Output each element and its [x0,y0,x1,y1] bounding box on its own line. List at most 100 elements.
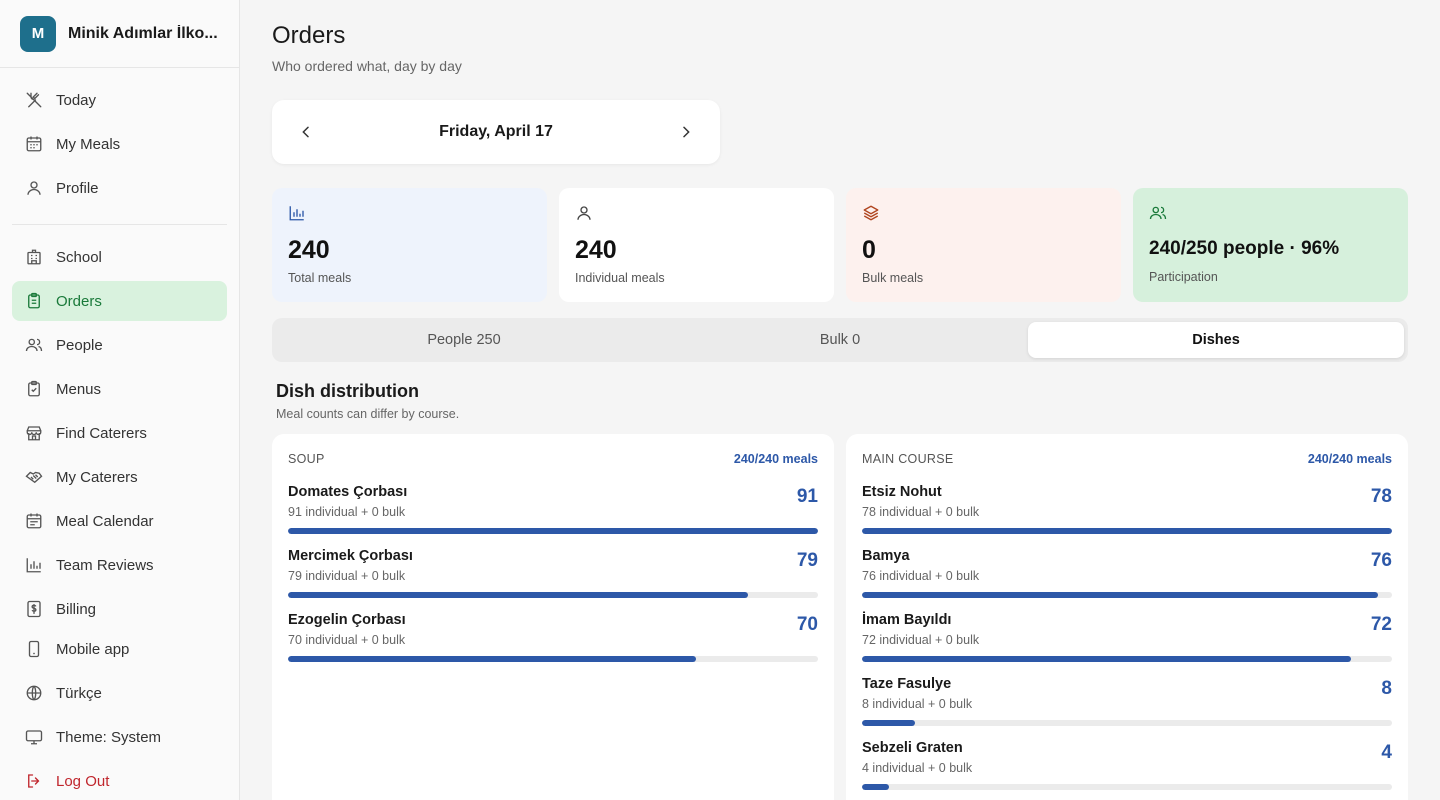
dish-name: Sebzeli Graten [862,740,963,756]
dish-name: Ezogelin Çorbası [288,612,406,628]
dish-detail: 78 individual + 0 bulk [862,505,980,519]
tab-dishes[interactable]: Dishes [1028,322,1404,358]
tab-bulk[interactable]: Bulk 0 [819,332,861,348]
user-icon [24,178,44,198]
dish-count: 91 [796,486,818,507]
main-content: Orders Who ordered what, day by day Frid… [240,0,1440,800]
nav-item-theme[interactable]: Theme: System [12,717,227,757]
school-name: Minik Adımlar İlko... [68,24,218,42]
nav-item-label: Theme: System [56,728,162,746]
dish-count: 76 [1370,550,1392,571]
nav-item-label: Türkçe [56,684,102,702]
receipt-icon [24,599,44,619]
handshake-icon [24,467,44,487]
nav-item-label: Billing [56,600,97,618]
next-day-button[interactable] [672,118,700,146]
page-subtitle: Who ordered what, day by day [272,58,462,74]
nav-item-label: People [56,336,103,354]
previous-day-button[interactable] [292,118,320,146]
school-avatar: M [20,15,56,52]
stat-label: Participation [1149,270,1218,284]
dish-progress-bar [862,656,1392,662]
stat-value: 240 [288,236,330,264]
utensils-icon [24,90,44,110]
nav-item-school[interactable]: School [12,237,227,277]
current-date[interactable]: Friday, April 17 [439,123,553,140]
dish-progress-fill [862,720,915,726]
dish-row: Ezogelin Çorbası 70 individual + 0 bulk … [288,608,818,672]
nav-item-find-caterers[interactable]: Find Caterers [12,413,227,453]
smartphone-icon [24,639,44,659]
dish-progress-fill [862,528,1392,534]
stat-value: 240 [575,236,617,264]
dish-name: Taze Fasulye [862,676,952,692]
dish-progress-bar [862,720,1392,726]
tab-people[interactable]: People 250 [427,332,501,348]
dish-name: Domates Çorbası [288,484,408,500]
nav-item-meal-calendar[interactable]: Meal Calendar [12,501,227,541]
dish-progress-bar [862,784,1392,790]
nav-item-team-reviews[interactable]: Team Reviews [12,545,227,585]
nav-secondary: School Orders People Menus Find Caterers [0,229,239,641]
nav-item-menus[interactable]: Menus [12,369,227,409]
nav-item-my-meals[interactable]: My Meals [12,124,227,164]
sidebar: M Minik Adımlar İlko... Today My Meals P… [0,0,240,800]
nav-item-language[interactable]: Türkçe [12,673,227,713]
nav-item-billing[interactable]: Billing [12,589,227,629]
dish-count: 78 [1370,486,1392,507]
nav-item-label: Orders [56,292,102,310]
nav-bottom: Mobile app Türkçe Theme: System Log Out [12,625,227,800]
dish-count: 72 [1370,614,1392,635]
nav-primary: Today My Meals Profile [0,68,239,220]
nav-item-label: Meal Calendar [56,512,154,530]
bar-chart-icon [288,204,531,222]
nav-item-my-caterers[interactable]: My Caterers [12,457,227,497]
view-tabs: People 250 Bulk 0 Dishes [272,318,1408,362]
nav-item-profile[interactable]: Profile [12,168,227,208]
dish-detail: 70 individual + 0 bulk [288,633,406,647]
dish-count: 8 [1381,678,1392,699]
dish-progress-fill [288,592,749,598]
nav-item-label: Log Out [56,772,110,790]
brand-header[interactable]: M Minik Adımlar İlko... [0,0,239,68]
nav-item-label: Profile [56,179,99,197]
nav-item-today[interactable]: Today [12,80,227,120]
dish-count: 70 [796,614,818,635]
dish-progress-fill [862,784,889,790]
course-name: SOUP [288,452,325,466]
nav-item-label: Menus [56,380,102,398]
nav-item-label: Mobile app [56,640,130,658]
dish-progress-fill [288,656,696,662]
dish-detail: 91 individual + 0 bulk [288,505,406,519]
course-meal-count: 240/240 meals [1307,452,1392,466]
building-icon [24,247,44,267]
dish-name: Bamya [862,548,910,564]
dish-progress-fill [862,656,1352,662]
nav-item-people[interactable]: People [12,325,227,365]
stat-participation: 240/250 people · 96% Participation [1133,188,1408,302]
dish-progress-bar [288,528,818,534]
section-title: Dish distribution [276,381,419,401]
nav-divider [12,224,227,225]
nav-item-orders[interactable]: Orders [12,281,227,321]
users-icon [24,335,44,355]
stat-label: Bulk meals [862,271,924,285]
users-icon [1149,204,1392,222]
dish-count: 4 [1381,742,1392,763]
dish-progress-bar [862,528,1392,534]
nav-item-label: My Meals [56,135,121,153]
store-icon [24,423,44,443]
monitor-icon [24,727,44,747]
course-name: MAIN COURSE [862,452,954,466]
dish-progress-bar [288,656,818,662]
nav-item-logout[interactable]: Log Out [12,761,227,800]
logout-icon [24,771,44,791]
dish-progress-bar [288,592,818,598]
dish-name: Etsiz Nohut [862,484,942,500]
stat-bulk-meals: 0 Bulk meals [846,188,1121,302]
stat-label: Total meals [288,271,352,285]
date-navigator: Friday, April 17 [272,100,720,164]
nav-item-mobile-app[interactable]: Mobile app [12,629,227,669]
page-title: Orders [272,22,346,49]
course-card-main-course: MAIN COURSE 240/240 meals Etsiz Nohut 78… [846,434,1408,800]
